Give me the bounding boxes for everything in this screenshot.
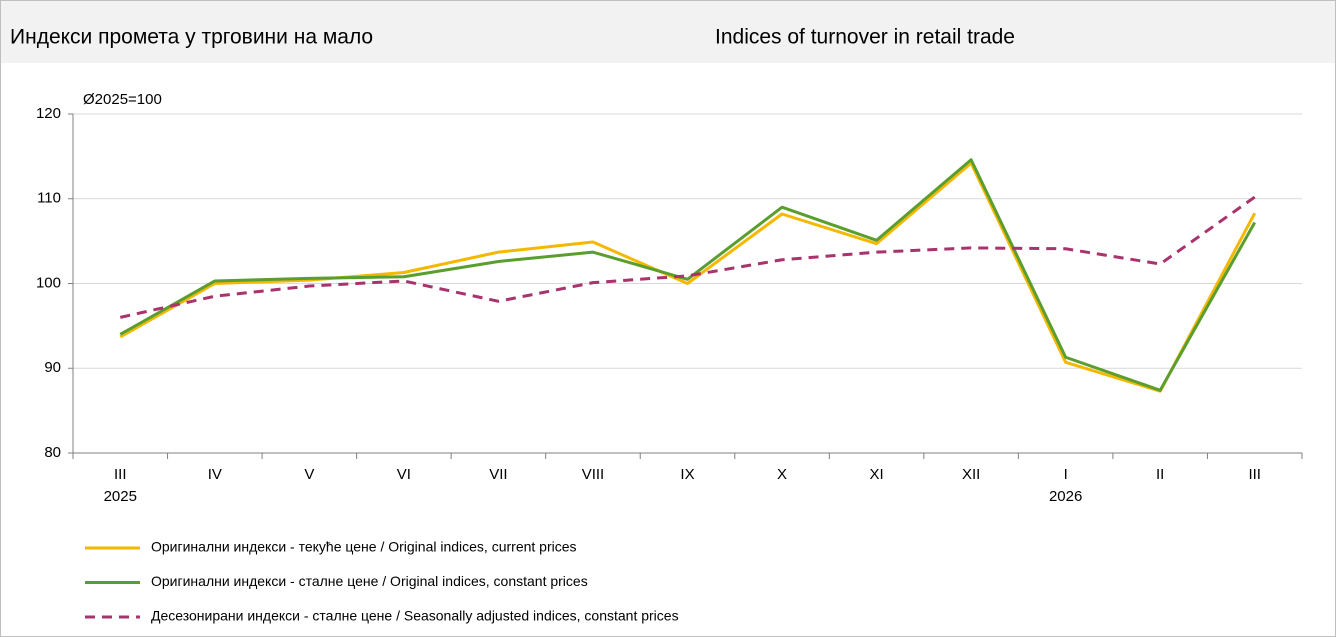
x-tick-label: X: [777, 466, 787, 483]
x-tick-label: XI: [869, 466, 883, 483]
legend-label: Десезонирани индекси - сталне цене / Sea…: [151, 608, 679, 624]
x-tick-label: VIII: [582, 466, 605, 483]
x-year-label: 2025: [104, 488, 137, 505]
chart-title-en: Indices of turnover in retail trade: [715, 26, 1015, 49]
x-tick-label: XII: [962, 466, 980, 483]
x-year-label: 2026: [1049, 488, 1082, 505]
y-tick-label: 100: [36, 274, 61, 291]
x-tick-label: I: [1064, 466, 1068, 483]
x-tick-label: IV: [208, 466, 222, 483]
y-tick-label: 110: [37, 190, 61, 207]
x-tick-label: IX: [680, 466, 694, 483]
x-tick-label: V: [304, 466, 314, 483]
y-tick-label: 80: [44, 444, 61, 461]
y-axis-label: Ø2025=100: [83, 91, 162, 108]
x-tick-label: III: [114, 466, 127, 483]
series-line: [119, 195, 1256, 319]
legend-label: Оригинални индекси - сталне цене / Origi…: [151, 573, 588, 589]
y-tick-label: 90: [44, 359, 61, 376]
legend-label: Оригинални индекси - текуће цене / Origi…: [151, 539, 577, 555]
x-tick-label: VII: [489, 466, 507, 483]
chart-title: Индекси промета у трговини на мало: [10, 26, 373, 49]
series-line: [119, 161, 1257, 393]
x-tick-label: III: [1248, 466, 1261, 483]
x-tick-label: VI: [397, 466, 411, 483]
x-tick-label: II: [1156, 466, 1164, 483]
y-tick-label: 120: [36, 105, 61, 122]
header: [1, 1, 1335, 63]
series-line: [119, 158, 1257, 392]
